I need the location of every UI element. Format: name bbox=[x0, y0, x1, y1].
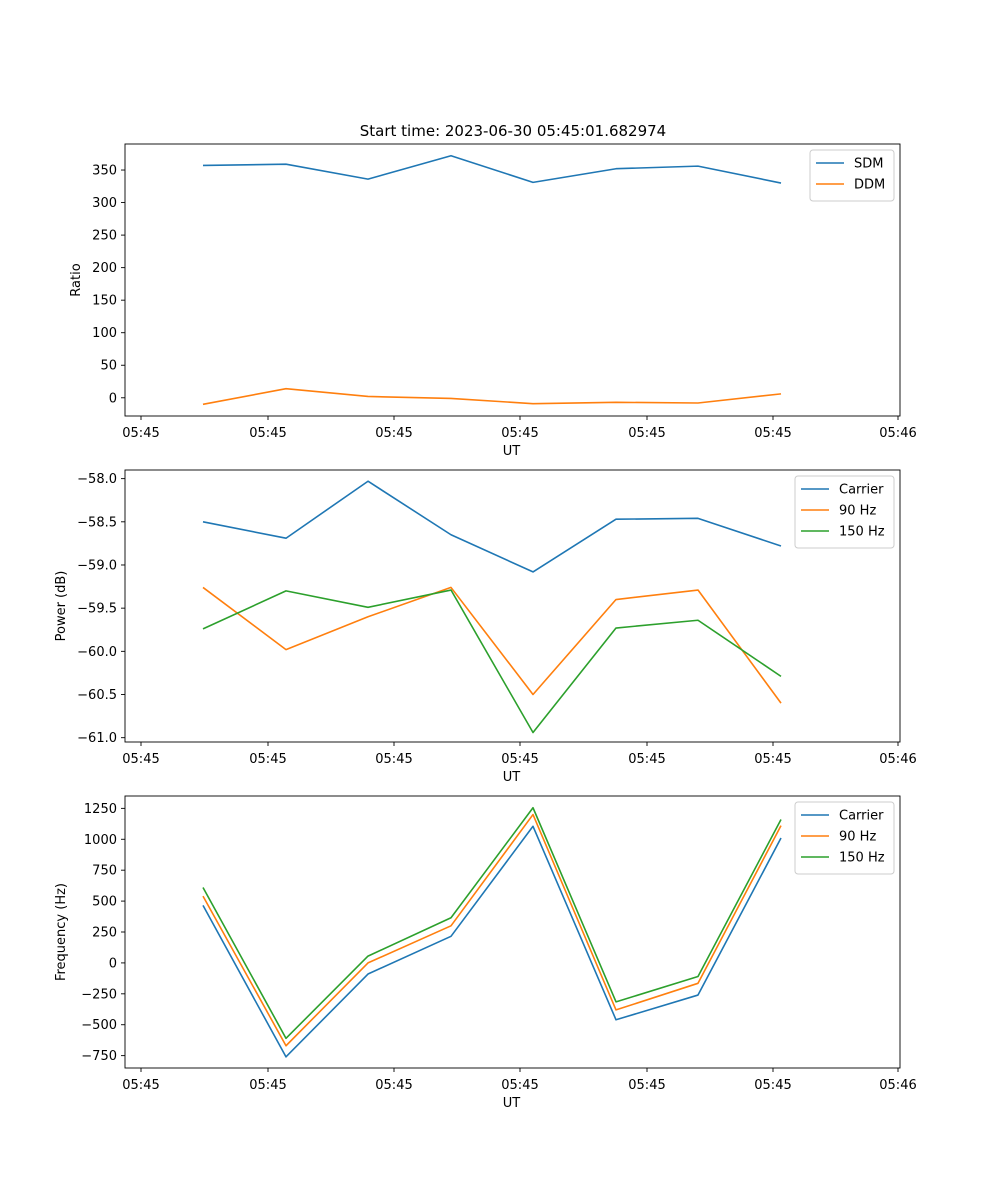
legend-label-ddm: DDM bbox=[854, 178, 885, 193]
x-axis-label: UT bbox=[503, 770, 521, 785]
x-tick-label: 05:45 bbox=[628, 1078, 665, 1093]
legend-label-carrier: Carrier bbox=[839, 809, 884, 824]
y-tick-label: 300 bbox=[92, 196, 117, 211]
y-axis-label: Ratio bbox=[69, 263, 84, 296]
series-line-150-hz bbox=[202, 806, 782, 1040]
series-line-sdm bbox=[202, 154, 782, 184]
y-axis-label: Power (dB) bbox=[54, 571, 69, 642]
legend-label-90-hz: 90 Hz bbox=[839, 504, 876, 519]
x-tick-label: 05:45 bbox=[501, 752, 538, 767]
panel-1: 0 50 100 150 200 250 300 350 05:45 05:45 05:45 05:4… bbox=[69, 143, 917, 459]
x-tick-label: 05:45 bbox=[501, 1078, 538, 1093]
y-tick-label: −58.0 bbox=[77, 472, 117, 487]
y-tick-label: 250 bbox=[92, 926, 117, 941]
legend-label-90-hz: 90 Hz bbox=[839, 830, 876, 845]
y-tick-label: 0 bbox=[109, 956, 117, 971]
x-tick-label: 05:45 bbox=[501, 426, 538, 441]
panels: 0 50 100 150 200 250 300 350 05:45 05:45 05:45 05:4… bbox=[54, 143, 917, 1111]
y-tick-label: −500 bbox=[81, 1018, 117, 1033]
y-tick-label: 150 bbox=[92, 294, 117, 309]
x-tick-label: 05:46 bbox=[879, 1078, 916, 1093]
series-line-150-hz bbox=[202, 589, 782, 734]
axes-frame bbox=[124, 143, 901, 417]
x-tick-label: 05:45 bbox=[628, 426, 665, 441]
x-tick-label: 05:45 bbox=[375, 752, 412, 767]
figure-title: Start time: 2023-06-30 05:45:01.682974 bbox=[360, 122, 666, 140]
x-tick-label: 05:45 bbox=[754, 1078, 791, 1093]
x-tick-label: 05:45 bbox=[249, 426, 286, 441]
series-line-90-hz bbox=[202, 586, 782, 704]
panel-2: −61.0 −60.5 −60.0 −59.5 −59.0 −58.5 −58.0 05:45… bbox=[54, 469, 917, 785]
legend-label-150-hz: 150 Hz bbox=[839, 851, 885, 866]
y-tick-label: 1000 bbox=[84, 833, 117, 848]
y-tick-label: −60.0 bbox=[77, 645, 117, 660]
y-axis-label: Frequency (Hz) bbox=[54, 883, 69, 981]
x-tick-label: 05:45 bbox=[249, 752, 286, 767]
x-axis-label: UT bbox=[503, 444, 521, 459]
x-tick-label: 05:45 bbox=[754, 426, 791, 441]
y-tick-label: 750 bbox=[92, 864, 117, 879]
x-tick-label: 05:45 bbox=[122, 426, 159, 441]
y-tick-label: 200 bbox=[92, 261, 117, 276]
series-line-90-hz bbox=[202, 813, 782, 1047]
x-tick-label: 05:45 bbox=[754, 752, 791, 767]
x-tick-label: 05:46 bbox=[879, 426, 916, 441]
y-tick-label: 50 bbox=[100, 359, 117, 374]
y-tick-label: −58.5 bbox=[77, 515, 117, 530]
x-tick-label: 05:45 bbox=[628, 752, 665, 767]
y-tick-label: −60.5 bbox=[77, 688, 117, 703]
y-tick-label: −59.0 bbox=[77, 558, 117, 573]
panel-3: −750 −500 −250 0 250 500 750 1000 1250 05:45 05:45… bbox=[54, 795, 917, 1111]
x-tick-label: 05:46 bbox=[879, 752, 916, 767]
x-tick-label: 05:45 bbox=[375, 1078, 412, 1093]
y-tick-label: 350 bbox=[92, 164, 117, 179]
y-tick-label: −250 bbox=[81, 987, 117, 1002]
legend-label-sdm: SDM bbox=[854, 157, 883, 172]
x-tick-label: 05:45 bbox=[375, 426, 412, 441]
series-line-carrier bbox=[202, 480, 782, 573]
x-tick-label: 05:45 bbox=[122, 752, 159, 767]
y-tick-label: −750 bbox=[81, 1049, 117, 1064]
x-tick-label: 05:45 bbox=[249, 1078, 286, 1093]
legend-box bbox=[794, 475, 895, 549]
y-tick-label: −61.0 bbox=[77, 731, 117, 746]
y-tick-label: 1250 bbox=[84, 802, 117, 817]
legend-label-carrier: Carrier bbox=[839, 483, 884, 498]
series-line-carrier bbox=[202, 825, 782, 1058]
series-line-ddm bbox=[202, 387, 782, 406]
y-tick-label: 0 bbox=[109, 391, 117, 406]
y-tick-label: 250 bbox=[92, 229, 117, 244]
legend-label-150-hz: 150 Hz bbox=[839, 525, 885, 540]
x-tick-label: 05:45 bbox=[122, 1078, 159, 1093]
axes-frame bbox=[124, 469, 901, 743]
y-tick-label: −59.5 bbox=[77, 602, 117, 617]
x-axis-label: UT bbox=[503, 1096, 521, 1111]
y-tick-label: 100 bbox=[92, 326, 117, 341]
legend-box bbox=[794, 801, 895, 875]
y-tick-label: 500 bbox=[92, 895, 117, 910]
